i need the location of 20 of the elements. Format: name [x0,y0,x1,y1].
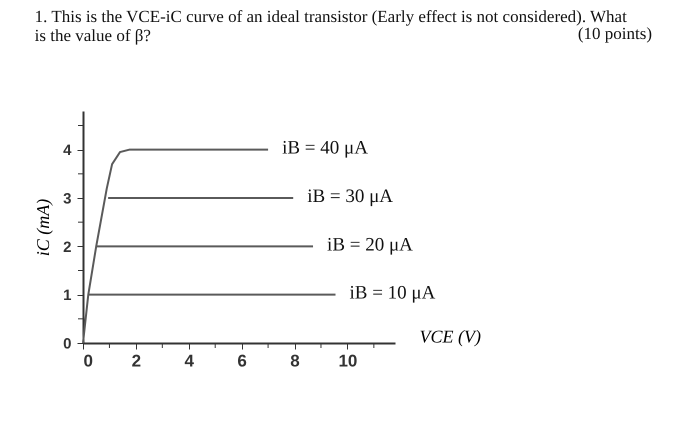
x-tick-label: 0 [84,352,93,370]
x-tick-label: 10 [338,352,358,370]
text: (10 points) [578,24,652,43]
y-tick-label: 0 [63,336,72,352]
series-label: iB = 10 μA [350,282,436,304]
text: 1. This is the VCE-iC curve of an ideal transistor (Early effect is not considered). What [34,7,627,26]
x-axis-title: VCE (V) [420,326,481,346]
y-axis-title: iC (mA) [33,198,54,256]
y-tick-label: 4 [63,142,72,160]
x-tick-label: 2 [132,352,142,370]
text: is the value of β? [34,26,151,45]
y-tick-label: 1 [63,287,72,304]
series-label: iB = 40 μA [282,138,368,159]
x-tick-label: 8 [290,352,300,370]
series-label: iB = 20 μA [327,234,414,256]
series-label: iB = 30 μA [307,186,394,207]
x-tick-label: 4 [184,352,195,370]
y-tick-label: 3 [63,190,72,208]
x-tick-label: 6 [237,352,247,370]
y-tick-label: 2 [63,238,72,256]
